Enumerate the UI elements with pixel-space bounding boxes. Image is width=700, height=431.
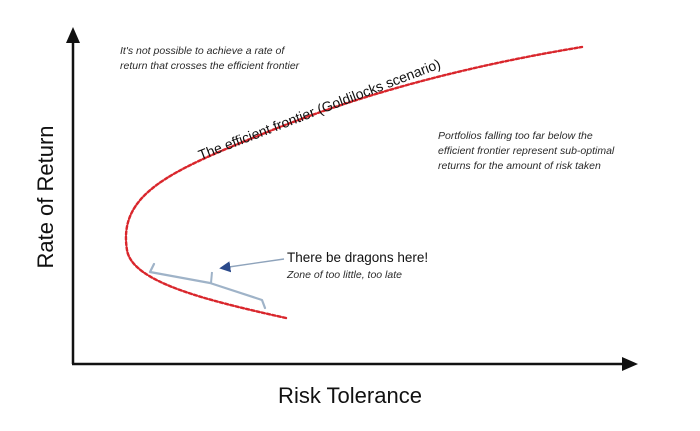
dragons-zone-bracket — [148, 262, 267, 310]
arrow-pointer-icon — [219, 258, 285, 273]
callout-title: There be dragons here! — [287, 250, 429, 265]
bracket-tick — [210, 271, 213, 284]
arrow-right-icon — [622, 357, 638, 371]
y-axis-label: Rate of Return — [33, 125, 58, 269]
arrow-up-icon — [66, 27, 80, 43]
efficient-frontier-curve — [124, 45, 584, 320]
note-below-frontier: Portfolios falling too far below the eff… — [438, 130, 615, 172]
note-above-frontier: It's not possible to achieve a rate of r… — [120, 45, 300, 72]
callout-subtitle: Zone of too little, too late — [287, 269, 402, 281]
x-axis-label: Risk Tolerance — [278, 383, 422, 408]
